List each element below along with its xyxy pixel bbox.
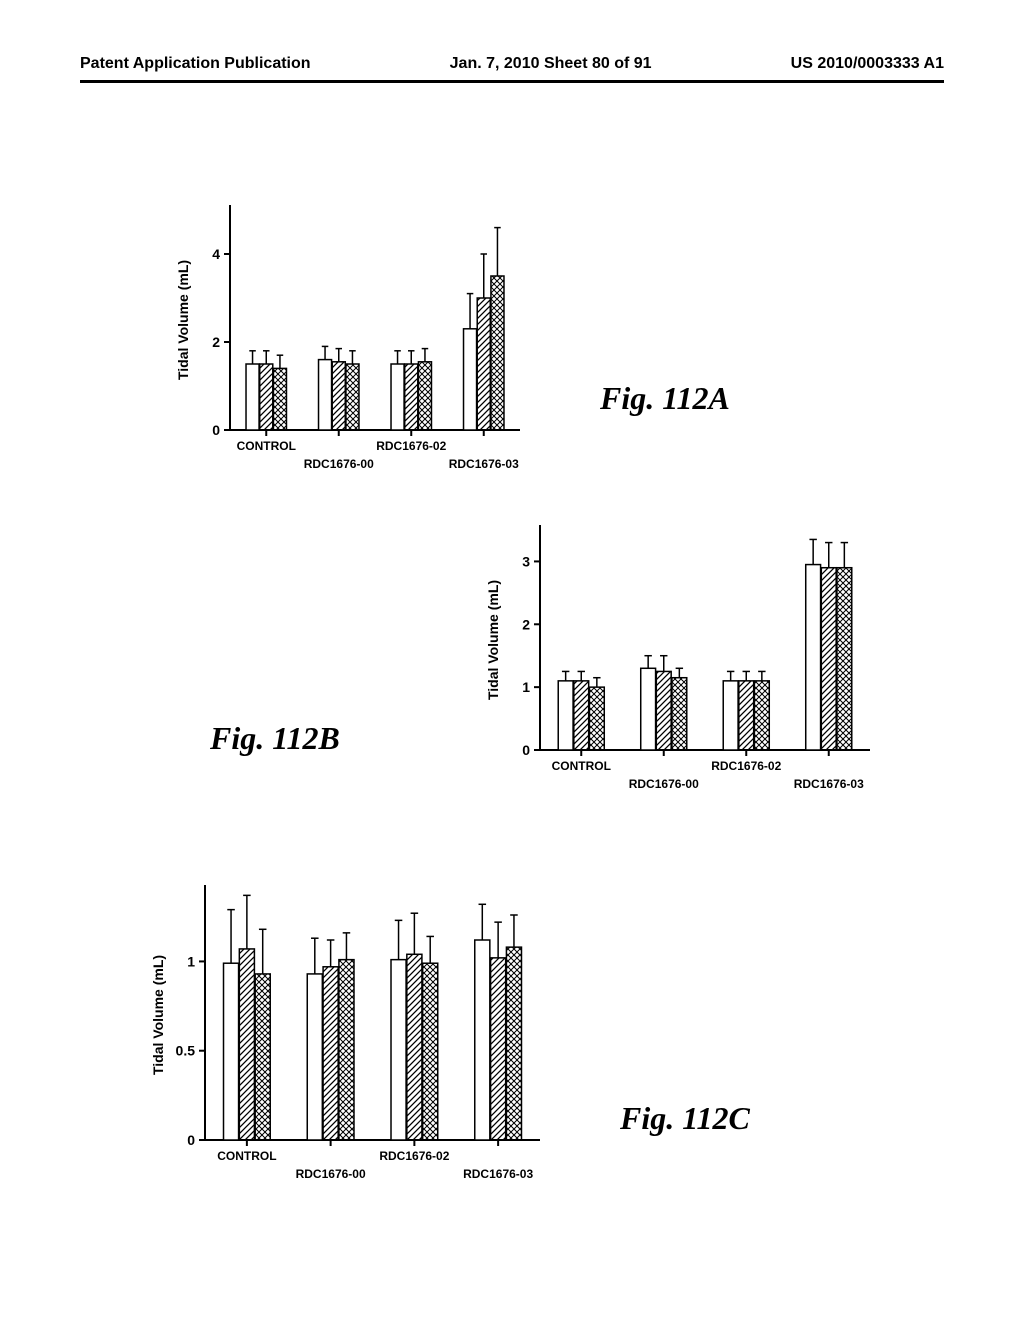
svg-text:CONTROL: CONTROL (237, 439, 296, 453)
svg-text:RDC1676-00: RDC1676-00 (629, 777, 699, 791)
svg-text:RDC1676-00: RDC1676-00 (304, 457, 374, 471)
chart-112c: 0 0.5 1 Tidal Volume (mL) CONTROL RDC1676-00 R… (145, 880, 550, 1190)
svg-text:1: 1 (522, 679, 530, 695)
figure-label-112b: Fig. 112B (210, 720, 340, 757)
header: Patent Application Publication Jan. 7, 2… (0, 55, 1024, 73)
header-divider (80, 80, 944, 83)
svg-text:0: 0 (522, 742, 530, 758)
svg-text:0: 0 (187, 1132, 195, 1148)
svg-text:2: 2 (522, 616, 530, 632)
svg-text:CONTROL: CONTROL (552, 759, 611, 773)
svg-text:RDC1676-02: RDC1676-02 (711, 759, 781, 773)
header-right: US 2010/0003333 A1 (791, 55, 944, 73)
header-center: Jan. 7, 2010 Sheet 80 of 91 (450, 55, 652, 73)
header-left: Patent Application Publication (80, 55, 311, 73)
svg-text:Tidal Volume (mL): Tidal Volume (mL) (485, 580, 501, 700)
svg-text:RDC1676-03: RDC1676-03 (449, 457, 519, 471)
svg-text:0: 0 (212, 422, 220, 438)
svg-text:CONTROL: CONTROL (217, 1149, 276, 1163)
svg-text:Tidal Volume (mL): Tidal Volume (mL) (175, 260, 191, 380)
svg-text:RDC1676-02: RDC1676-02 (376, 439, 446, 453)
svg-text:RDC1676-00: RDC1676-00 (296, 1167, 366, 1181)
svg-text:Tidal Volume (mL): Tidal Volume (mL) (150, 955, 166, 1075)
chart-112b: 0 1 2 3 Tidal Volume (mL) CONTROL RDC1676-00 RD… (480, 520, 880, 800)
svg-text:RDC1676-02: RDC1676-02 (379, 1149, 449, 1163)
figure-label-112c: Fig. 112C (620, 1100, 750, 1137)
svg-text:1: 1 (187, 953, 195, 969)
svg-text:4: 4 (212, 246, 220, 262)
figure-label-112a: Fig. 112A (600, 380, 730, 417)
svg-text:RDC1676-03: RDC1676-03 (794, 777, 864, 791)
svg-text:RDC1676-03: RDC1676-03 (463, 1167, 533, 1181)
svg-text:2: 2 (212, 334, 220, 350)
chart-112a: 024Tidal Volume (mL)CONTROLRDC1676-00RDC… (170, 200, 530, 480)
svg-text:0.5: 0.5 (176, 1043, 196, 1059)
svg-text:3: 3 (522, 553, 530, 569)
